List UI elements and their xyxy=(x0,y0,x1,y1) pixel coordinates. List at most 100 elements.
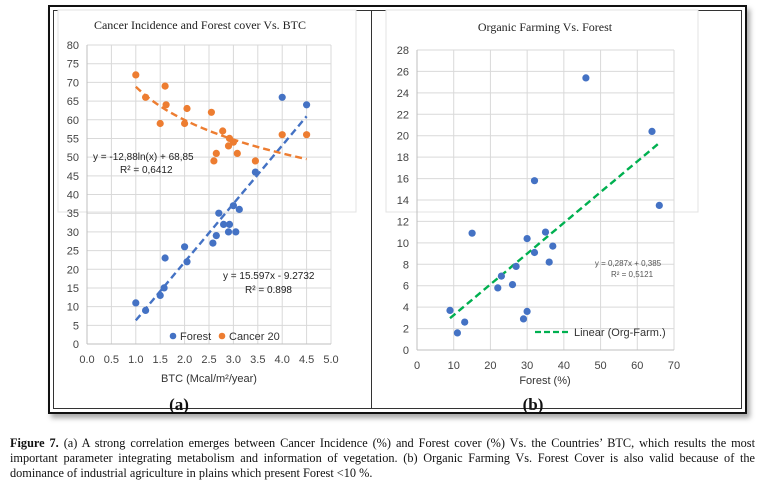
legend-forest-marker xyxy=(169,332,177,340)
data-point-forest xyxy=(225,220,234,228)
figure-caption-text: (a) A strong correlation emerges between… xyxy=(10,436,755,480)
data-point-forest xyxy=(220,220,228,228)
y-tick-label: 45 xyxy=(67,171,79,183)
y-tick-label: 8 xyxy=(403,259,409,271)
data-point-forest xyxy=(183,258,191,266)
legend-forest-label: Forest xyxy=(180,331,211,343)
figure-caption-label: Figure 7. xyxy=(10,436,59,450)
data-point-org-farm- xyxy=(461,318,469,326)
data-point-forest xyxy=(132,299,140,307)
chart-b: Organic Farming Vs. Forest 0246810121416… xyxy=(397,20,680,414)
legend-cancer-label: Cancer 20 xyxy=(229,331,280,343)
y-tick-label: 80 xyxy=(67,40,79,52)
x-tick-label: 1.5 xyxy=(153,354,168,366)
x-tick-label: 0.5 xyxy=(104,354,119,366)
chart-b-r2: R² = 0,5121 xyxy=(611,270,654,279)
data-point-cancer-20 xyxy=(278,131,286,139)
chart-b-points xyxy=(446,74,663,337)
y-tick-label: 50 xyxy=(67,152,79,164)
chart-b-grid xyxy=(416,49,675,351)
y-tick-label: 10 xyxy=(67,302,79,314)
data-point-cancer-20 xyxy=(142,93,150,101)
y-tick-label: 10 xyxy=(397,238,409,250)
chart-a-forest-equation: y = 15.597x - 9.2732 xyxy=(223,271,315,282)
x-tick-label: 30 xyxy=(521,360,533,372)
chart-b-background xyxy=(385,9,699,213)
data-point-org-farm- xyxy=(648,127,656,135)
chart-a-x-ticks: 0.0 0.5 1.0 1.5 2.0 2.5 3.0 3.5 4.0 4.5 5.0 xyxy=(79,354,338,366)
data-point-org-farm- xyxy=(655,201,663,209)
data-point-org-farm- xyxy=(446,306,454,314)
x-tick-label: 10 xyxy=(448,360,460,372)
data-point-forest xyxy=(229,202,237,210)
y-tick-label: 20 xyxy=(397,131,409,143)
data-point-cancer-20 xyxy=(233,149,241,157)
data-point-cancer-20 xyxy=(156,119,164,128)
data-point-org-farm- xyxy=(523,307,531,315)
data-point-cancer-20 xyxy=(212,149,220,157)
x-tick-label: 2.0 xyxy=(177,354,192,366)
data-point-cancer-20 xyxy=(183,104,191,113)
chart-b-title: Organic Farming Vs. Forest xyxy=(478,20,613,34)
x-tick-label: 50 xyxy=(594,360,606,372)
data-point-forest xyxy=(181,243,189,251)
data-point-org-farm- xyxy=(523,235,531,243)
data-point-cancer-20 xyxy=(224,142,233,150)
data-point-org-farm- xyxy=(519,315,528,323)
figure-charts: Cancer Incidence and Forest cover Vs. BT… xyxy=(57,9,699,414)
chart-b-legend: Linear (Org-Farm.) xyxy=(535,327,666,339)
data-point-cancer-20 xyxy=(161,82,169,90)
data-point-org-farm- xyxy=(512,262,520,270)
legend-cancer-marker xyxy=(218,332,226,340)
y-tick-label: 12 xyxy=(397,216,409,228)
chart-a-cancer-r2: R² = 0,6412 xyxy=(120,165,173,176)
y-tick-label: 60 xyxy=(67,115,79,127)
data-point-org-farm- xyxy=(541,228,550,236)
legend-trendline-label: Linear (Org-Farm.) xyxy=(574,327,666,339)
chart-a-y-ticks: 0 5 10 15 20 25 30 35 40 45 50 55 60 65 70 75 80 xyxy=(67,40,79,351)
panel-a-label: (a) xyxy=(169,395,189,414)
chart-a-background xyxy=(57,9,357,213)
y-tick-label: 0 xyxy=(73,339,79,351)
data-point-cancer-20 xyxy=(181,119,189,128)
chart-b-x-ticks: 0 10 20 30 40 50 60 70 xyxy=(414,360,680,372)
data-point-cancer-20 xyxy=(303,131,311,139)
y-tick-label: 75 xyxy=(67,59,79,71)
data-point-org-farm- xyxy=(497,272,505,280)
data-point-org-farm- xyxy=(549,242,557,250)
y-tick-label: 14 xyxy=(397,195,409,207)
x-tick-label: 2.5 xyxy=(201,354,216,366)
x-tick-label: 0.0 xyxy=(79,354,94,366)
y-tick-label: 18 xyxy=(397,152,409,164)
y-tick-label: 6 xyxy=(403,281,409,293)
data-point-org-farm- xyxy=(468,229,476,237)
data-point-forest xyxy=(232,228,240,236)
data-point-org-farm- xyxy=(582,74,590,82)
data-point-forest xyxy=(156,291,164,299)
data-point-org-farm- xyxy=(530,248,539,257)
x-tick-label: 3.0 xyxy=(226,354,241,366)
y-tick-label: 22 xyxy=(397,109,409,121)
chart-a-forest-r2: R² = 0.898 xyxy=(245,285,292,296)
y-tick-label: 0 xyxy=(403,345,409,357)
data-point-forest xyxy=(215,209,223,217)
chart-a: Cancer Incidence and Forest cover Vs. BT… xyxy=(67,18,339,414)
data-point-forest xyxy=(209,239,217,247)
x-tick-label: 40 xyxy=(558,360,570,372)
y-tick-label: 2 xyxy=(403,324,409,336)
x-tick-label: 1.0 xyxy=(128,354,143,366)
y-tick-label: 26 xyxy=(397,66,409,78)
chart-b-equation: y = 0,287x + 0,385 xyxy=(595,259,662,268)
x-tick-label: 5.0 xyxy=(323,354,338,366)
x-tick-label: 0 xyxy=(414,360,420,372)
chart-b-x-axis-label: Forest (%) xyxy=(519,375,570,387)
x-tick-label: 70 xyxy=(668,360,680,372)
chart-a-legend: Forest Cancer 20 xyxy=(169,331,280,343)
data-point-forest xyxy=(161,254,169,262)
data-point-cancer-20 xyxy=(210,157,218,165)
data-point-org-farm- xyxy=(453,329,461,337)
data-point-forest xyxy=(235,205,243,213)
figure-caption: Figure 7. (a) A strong correlation emerg… xyxy=(10,436,755,481)
y-tick-label: 16 xyxy=(397,174,409,186)
